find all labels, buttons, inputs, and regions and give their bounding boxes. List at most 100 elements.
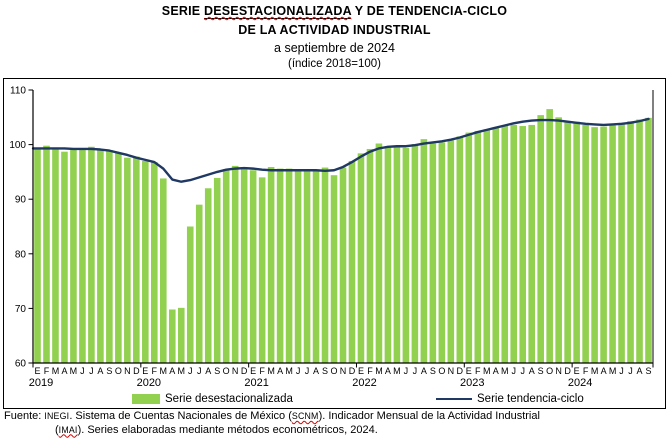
bar-month xyxy=(555,117,562,363)
trend-cycle-line xyxy=(31,117,650,183)
month-label: J xyxy=(619,366,624,376)
source-imai: IMAI xyxy=(58,424,78,435)
bar-month xyxy=(609,125,616,363)
bar-month xyxy=(115,152,122,363)
month-label: J xyxy=(296,366,301,376)
bar-month xyxy=(34,148,41,363)
bar-month xyxy=(160,178,167,363)
month-label: D xyxy=(457,366,464,376)
month-label: M xyxy=(591,366,599,376)
month-label: J xyxy=(520,366,525,376)
bar-month xyxy=(456,136,464,363)
month-label: E xyxy=(574,366,580,376)
month-label: A xyxy=(601,366,607,376)
chart-frame: 60 70 80 90 100 110 2019 E F M A M J J A S O N D 2020 E F M A M J… xyxy=(3,78,666,409)
bar-month xyxy=(249,170,257,363)
bar-month xyxy=(348,160,356,363)
source-note-line1: Fuente: INEGI. Sistema de Cuentas Nacion… xyxy=(4,410,666,424)
month-label: F xyxy=(44,366,50,376)
month-label: O xyxy=(546,366,553,376)
year-label: 2024 xyxy=(568,377,592,389)
bar-month xyxy=(600,126,607,363)
bar-month xyxy=(168,309,176,363)
month-label: J xyxy=(89,366,94,376)
month-label: M xyxy=(609,366,617,376)
month-label: F xyxy=(475,366,481,376)
month-label: A xyxy=(277,366,283,376)
month-label: N xyxy=(448,366,455,376)
legend-item-desestacionalizada: Serie desestacionalizada xyxy=(132,392,293,406)
year-label: 2021 xyxy=(244,377,268,389)
month-label: M xyxy=(285,366,293,376)
y-tick-label: 100 xyxy=(9,140,26,151)
chart-title-line2: DE LA ACTIVIDAD INDUSTRIAL xyxy=(238,23,431,37)
y-tick-label: 60 xyxy=(15,359,27,370)
y-tick-label: 90 xyxy=(15,195,27,206)
bar-month xyxy=(321,167,329,363)
bar-month xyxy=(375,143,383,363)
month-label: J xyxy=(188,366,193,376)
month-label: A xyxy=(493,366,499,376)
bar-month xyxy=(70,148,77,363)
title-block: SERIE DESESTACIONALIZADA Y DE TENDENCIA-… xyxy=(0,2,669,72)
bar-month xyxy=(124,157,131,363)
bar-month xyxy=(88,146,95,363)
source-text-c: ). Series elaboradas mediante métodos ec… xyxy=(77,423,378,436)
bar-month xyxy=(97,148,104,363)
bar-month xyxy=(636,119,643,363)
month-label: A xyxy=(637,366,643,376)
month-label: J xyxy=(511,366,516,376)
bar-month xyxy=(402,147,410,363)
title-line1-underlined-word: DESESTACIONALIZADA xyxy=(203,4,352,19)
month-label: N xyxy=(124,366,131,376)
month-label: A xyxy=(421,366,427,376)
y-tick-label: 110 xyxy=(10,86,26,97)
bar-month xyxy=(384,146,392,363)
bar-month xyxy=(133,156,140,363)
month-label: E xyxy=(34,366,40,376)
month-label: N xyxy=(340,366,347,376)
legend-label-desestacionalizada: Serie desestacionalizada xyxy=(165,393,293,405)
bar-month xyxy=(240,167,248,363)
bar-month xyxy=(258,177,266,363)
bar-month xyxy=(52,148,59,363)
month-label: J xyxy=(413,366,418,376)
month-label: A xyxy=(205,366,211,376)
bar-month xyxy=(204,188,212,363)
legend-line-navy xyxy=(436,398,472,400)
month-label: M xyxy=(267,366,275,376)
y-tick-label: 80 xyxy=(15,249,27,260)
month-label: M xyxy=(70,366,78,376)
bar-month xyxy=(582,124,589,363)
y-tick-label: 70 xyxy=(15,304,27,315)
bar-month xyxy=(195,204,203,363)
bar-month xyxy=(420,139,428,363)
bar-month xyxy=(366,148,374,363)
source-note-line2: (IMAI). Series elaboradas mediante métod… xyxy=(4,424,666,438)
bar-month xyxy=(645,117,652,363)
year-label: 2022 xyxy=(352,377,376,389)
month-label: N xyxy=(232,366,239,376)
month-label: S xyxy=(106,366,112,376)
bar-month xyxy=(627,121,634,363)
month-label: J xyxy=(305,366,310,376)
bar-month xyxy=(564,121,571,363)
bar-month xyxy=(447,140,455,363)
month-label: E xyxy=(466,366,472,376)
bar-month xyxy=(528,124,535,363)
month-label: J xyxy=(404,366,409,376)
month-label: D xyxy=(241,366,248,376)
month-label: F xyxy=(583,366,589,376)
month-label: O xyxy=(438,366,445,376)
bar-month xyxy=(303,170,311,363)
source-text-a: . Sistema de Cuentas Nacionales de Méxic… xyxy=(69,410,292,422)
bar-month xyxy=(285,168,293,363)
bar-month xyxy=(43,145,50,363)
title-line1-pre: SERIE xyxy=(161,4,204,18)
source-scnm: SCNM xyxy=(291,411,319,421)
bar-month xyxy=(267,166,275,363)
bar-month xyxy=(294,171,302,363)
bar-month xyxy=(519,126,527,363)
